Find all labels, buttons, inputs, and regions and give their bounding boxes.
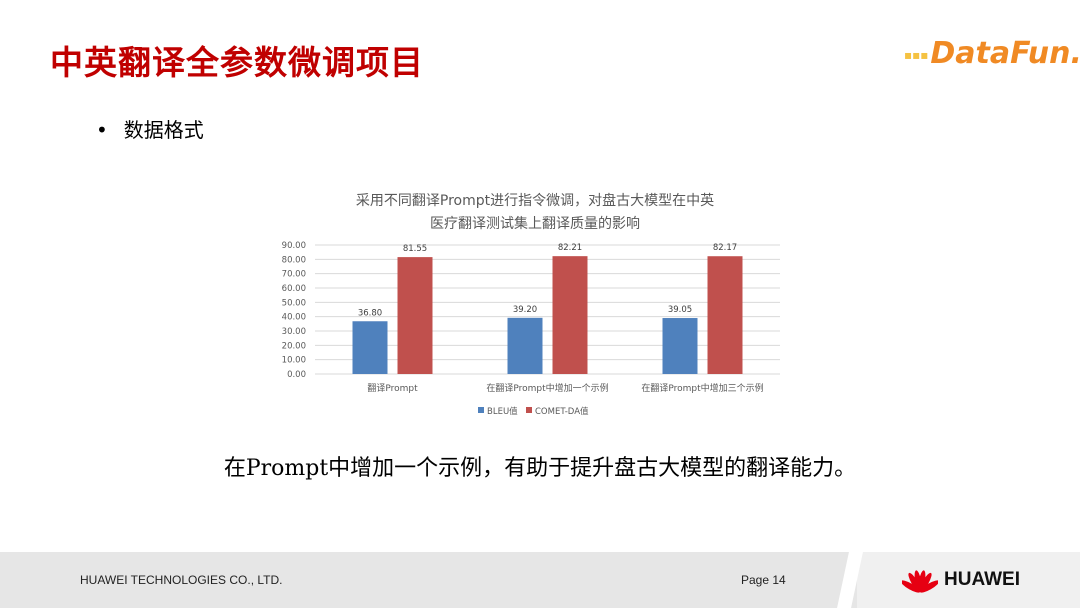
huawei-flower-icon (902, 570, 938, 593)
conclusion-text: 在Prompt中增加一个示例，有助于提升盘古大模型的翻译能力。 (223, 456, 857, 481)
bar-bleu (662, 318, 698, 374)
data-label: 82.21 (558, 243, 582, 253)
y-tick-label: 60.00 (282, 284, 306, 294)
legend-swatch (478, 407, 484, 413)
data-label: 39.20 (513, 305, 537, 315)
x-tick-label: 在翻译Prompt中增加一个示例 (486, 382, 608, 394)
bar-chart: 采用不同翻译Prompt进行指令微调，对盘古大模型在中英医疗翻译测试集上翻译质量… (282, 192, 780, 417)
y-tick-label: 70.00 (282, 270, 306, 280)
footer-right-panel (857, 552, 1080, 608)
y-tick-label: 90.00 (282, 241, 306, 251)
x-tick-label: 在翻译Prompt中增加三个示例 (641, 382, 763, 394)
data-label: 36.80 (358, 308, 382, 318)
bar-comet (707, 256, 743, 374)
y-tick-label: 10.00 (282, 356, 306, 366)
bar-bleu (507, 317, 543, 374)
page-number: Page 14 (741, 573, 786, 587)
slide-title: 中英翻译全参数微调项目 (50, 43, 424, 82)
data-label: 82.17 (713, 243, 737, 253)
bullet-item: • 数据格式 (96, 118, 204, 142)
chart-title: 采用不同翻译Prompt进行指令微调，对盘古大模型在中英 (356, 192, 714, 209)
legend-swatch (526, 407, 532, 413)
huawei-brand: HUAWEI (944, 569, 1020, 590)
bar-comet (397, 257, 433, 374)
bullet-text: 数据格式 (123, 118, 204, 142)
chart-title: 医疗翻译测试集上翻译质量的影响 (430, 215, 640, 232)
x-tick-label: 翻译Prompt (367, 383, 418, 394)
y-tick-label: 50.00 (282, 298, 306, 308)
y-tick-label: 20.00 (282, 341, 306, 351)
data-label: 81.55 (403, 244, 427, 254)
y-tick-label: 80.00 (282, 255, 306, 265)
data-label: 39.05 (668, 305, 692, 315)
bar-comet (552, 256, 588, 374)
datafun-logo: ▪▪▪DataFun. (904, 36, 1080, 71)
logo-dots-icon: ▪▪▪ (904, 47, 929, 62)
y-tick-label: 0.00 (287, 370, 306, 380)
footer-company: HUAWEI TECHNOLOGIES CO., LTD. (80, 573, 283, 587)
legend-label: BLEU值 (487, 406, 518, 417)
y-tick-label: 40.00 (282, 313, 306, 323)
y-tick-label: 30.00 (282, 327, 306, 337)
legend-label: COMET-DA值 (535, 406, 589, 417)
bar-bleu (352, 321, 388, 374)
huawei-logo: HUAWEI (902, 566, 1020, 594)
